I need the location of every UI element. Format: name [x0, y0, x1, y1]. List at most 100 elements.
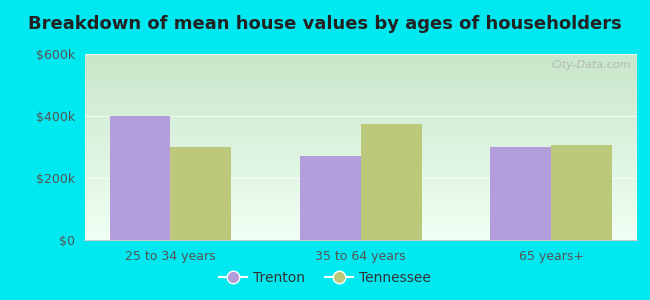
Bar: [84, 76, 637, 78]
Bar: [84, 140, 637, 141]
Bar: [84, 175, 637, 177]
Bar: [84, 227, 637, 229]
Bar: [84, 134, 637, 136]
Bar: [84, 205, 637, 206]
Bar: [84, 89, 637, 91]
Bar: [84, 143, 637, 145]
Legend: Trenton, Tennessee: Trenton, Tennessee: [214, 265, 436, 290]
Bar: [84, 104, 637, 106]
Bar: [84, 192, 637, 194]
Bar: [84, 95, 637, 97]
Bar: [84, 80, 637, 82]
Bar: [84, 229, 637, 231]
Bar: [361, 124, 422, 240]
Bar: [84, 160, 637, 162]
Bar: [84, 166, 637, 167]
Bar: [551, 146, 612, 240]
Bar: [84, 162, 637, 164]
Bar: [84, 69, 637, 71]
Bar: [84, 167, 637, 169]
Bar: [84, 112, 637, 113]
Bar: [84, 141, 637, 143]
Bar: [84, 116, 637, 117]
Bar: [84, 102, 637, 104]
Bar: [84, 54, 637, 56]
Bar: [84, 194, 637, 195]
Bar: [84, 119, 637, 121]
Bar: [84, 184, 637, 186]
Bar: [84, 132, 637, 134]
Bar: [84, 236, 637, 238]
Bar: [84, 61, 637, 63]
Bar: [84, 85, 637, 88]
Bar: [84, 151, 637, 153]
Bar: [84, 60, 637, 61]
Bar: [84, 106, 637, 108]
Bar: [84, 210, 637, 212]
Bar: [84, 223, 637, 225]
Bar: [84, 149, 637, 151]
Bar: [84, 178, 637, 181]
Bar: [84, 190, 637, 192]
Bar: [84, 221, 637, 223]
Bar: [84, 188, 637, 190]
Bar: [84, 158, 637, 160]
Bar: [300, 156, 361, 240]
Bar: [84, 208, 637, 210]
Bar: [84, 82, 637, 84]
Bar: [84, 71, 637, 73]
Bar: [84, 169, 637, 171]
Bar: [84, 232, 637, 234]
Bar: [84, 177, 637, 178]
Bar: [84, 145, 637, 147]
Bar: [84, 171, 637, 173]
Bar: [84, 100, 637, 102]
Bar: [84, 154, 637, 156]
Bar: [84, 186, 637, 188]
Bar: [84, 93, 637, 95]
Bar: [84, 203, 637, 205]
Bar: [84, 216, 637, 218]
Bar: [84, 201, 637, 203]
Bar: [84, 117, 637, 119]
Bar: [84, 130, 637, 132]
Bar: [84, 214, 637, 216]
Bar: [84, 110, 637, 112]
Bar: [84, 173, 637, 175]
Bar: [84, 58, 637, 60]
Bar: [84, 231, 637, 233]
Bar: [84, 153, 637, 154]
Bar: [84, 218, 637, 220]
Bar: [84, 63, 637, 65]
Bar: [84, 138, 637, 140]
Bar: [84, 220, 637, 221]
Bar: [84, 195, 637, 197]
Bar: [84, 91, 637, 93]
Bar: [84, 99, 637, 100]
Bar: [84, 125, 637, 127]
Bar: [84, 234, 637, 236]
Bar: [84, 108, 637, 110]
Bar: [84, 88, 637, 89]
Bar: [84, 199, 637, 201]
Bar: [170, 147, 231, 240]
Bar: [84, 182, 637, 184]
Bar: [84, 136, 637, 138]
Bar: [84, 56, 637, 58]
Bar: [84, 97, 637, 99]
Bar: [84, 73, 637, 74]
Bar: [84, 123, 637, 125]
Bar: [84, 156, 637, 158]
Bar: [84, 67, 637, 69]
Bar: [84, 113, 637, 116]
Bar: [84, 147, 637, 149]
Bar: [84, 84, 637, 85]
Bar: [84, 65, 637, 67]
Bar: [110, 116, 170, 240]
Bar: [84, 225, 637, 227]
Bar: [84, 212, 637, 214]
Bar: [84, 127, 637, 128]
Bar: [84, 164, 637, 166]
Bar: [84, 181, 637, 182]
Bar: [84, 197, 637, 199]
